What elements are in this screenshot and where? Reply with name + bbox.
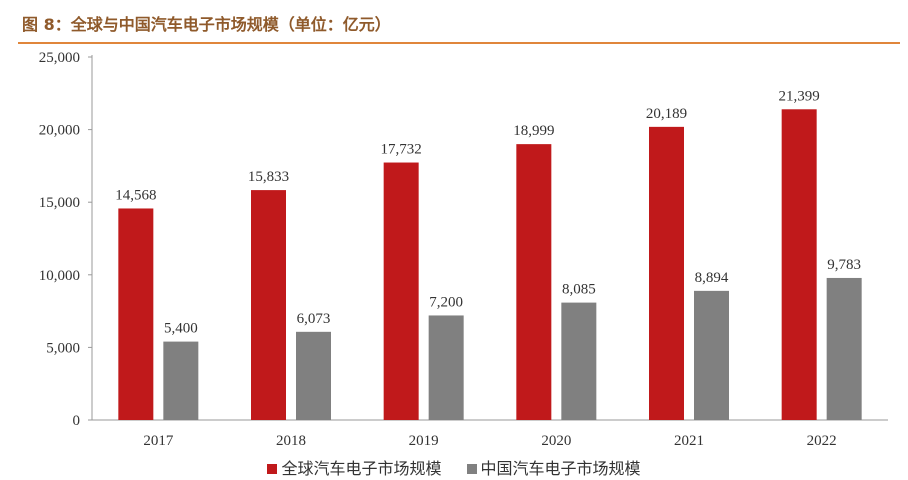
bar-global [516, 144, 552, 420]
data-label: 8,085 [562, 282, 596, 298]
y-tick-label: 20,000 [39, 123, 80, 139]
x-tick-label: 2021 [674, 433, 704, 449]
bar-china [561, 302, 597, 420]
data-label: 7,200 [429, 294, 463, 310]
data-label: 6,073 [297, 311, 331, 327]
x-tick-label: 2017 [143, 433, 174, 449]
x-tick-label: 2020 [541, 433, 571, 449]
legend-label-china: 中国汽车电子市场规模 [480, 459, 641, 478]
data-label: 17,732 [381, 142, 422, 158]
y-tick-label: 5,000 [46, 340, 80, 356]
bar-china [163, 341, 199, 420]
bar-china [428, 315, 464, 420]
title-divider [18, 42, 900, 44]
data-label: 18,999 [513, 123, 554, 139]
bar-global [251, 190, 286, 420]
chart-legend: 全球汽车电子市场规模 中国汽车电子市场规模 [0, 455, 908, 479]
bar-china [826, 277, 862, 420]
x-tick-label: 2022 [807, 433, 837, 449]
legend-swatch-china [466, 464, 477, 474]
data-label: 9,783 [827, 257, 861, 273]
bar-global [383, 162, 419, 420]
x-tick-label: 2019 [409, 433, 439, 449]
data-label: 15,833 [248, 169, 289, 185]
bar-global [118, 208, 154, 420]
legend-item-china: 中国汽车电子市场规模 [466, 455, 641, 479]
legend-label-global: 全球汽车电子市场规模 [281, 459, 442, 478]
chart-title: 图 8：全球与中国汽车电子市场规模（单位：亿元） [22, 15, 391, 34]
y-tick-label: 0 [73, 413, 81, 429]
data-label: 5,400 [164, 321, 198, 337]
bar-china [296, 331, 331, 420]
y-tick-label: 10,000 [39, 268, 80, 284]
y-tick-label: 25,000 [39, 50, 80, 66]
data-label: 20,189 [646, 106, 687, 122]
x-tick-label: 2018 [276, 433, 306, 449]
legend-swatch-global [267, 464, 278, 474]
y-tick-label: 15,000 [39, 195, 80, 211]
bar-china [694, 290, 729, 420]
data-label: 14,568 [115, 187, 156, 203]
data-label: 8,894 [695, 270, 729, 286]
bar-global [781, 109, 817, 420]
bar-global [649, 126, 684, 421]
data-label: 21,399 [779, 88, 820, 104]
legend-item-global: 全球汽车电子市场规模 [267, 455, 441, 479]
